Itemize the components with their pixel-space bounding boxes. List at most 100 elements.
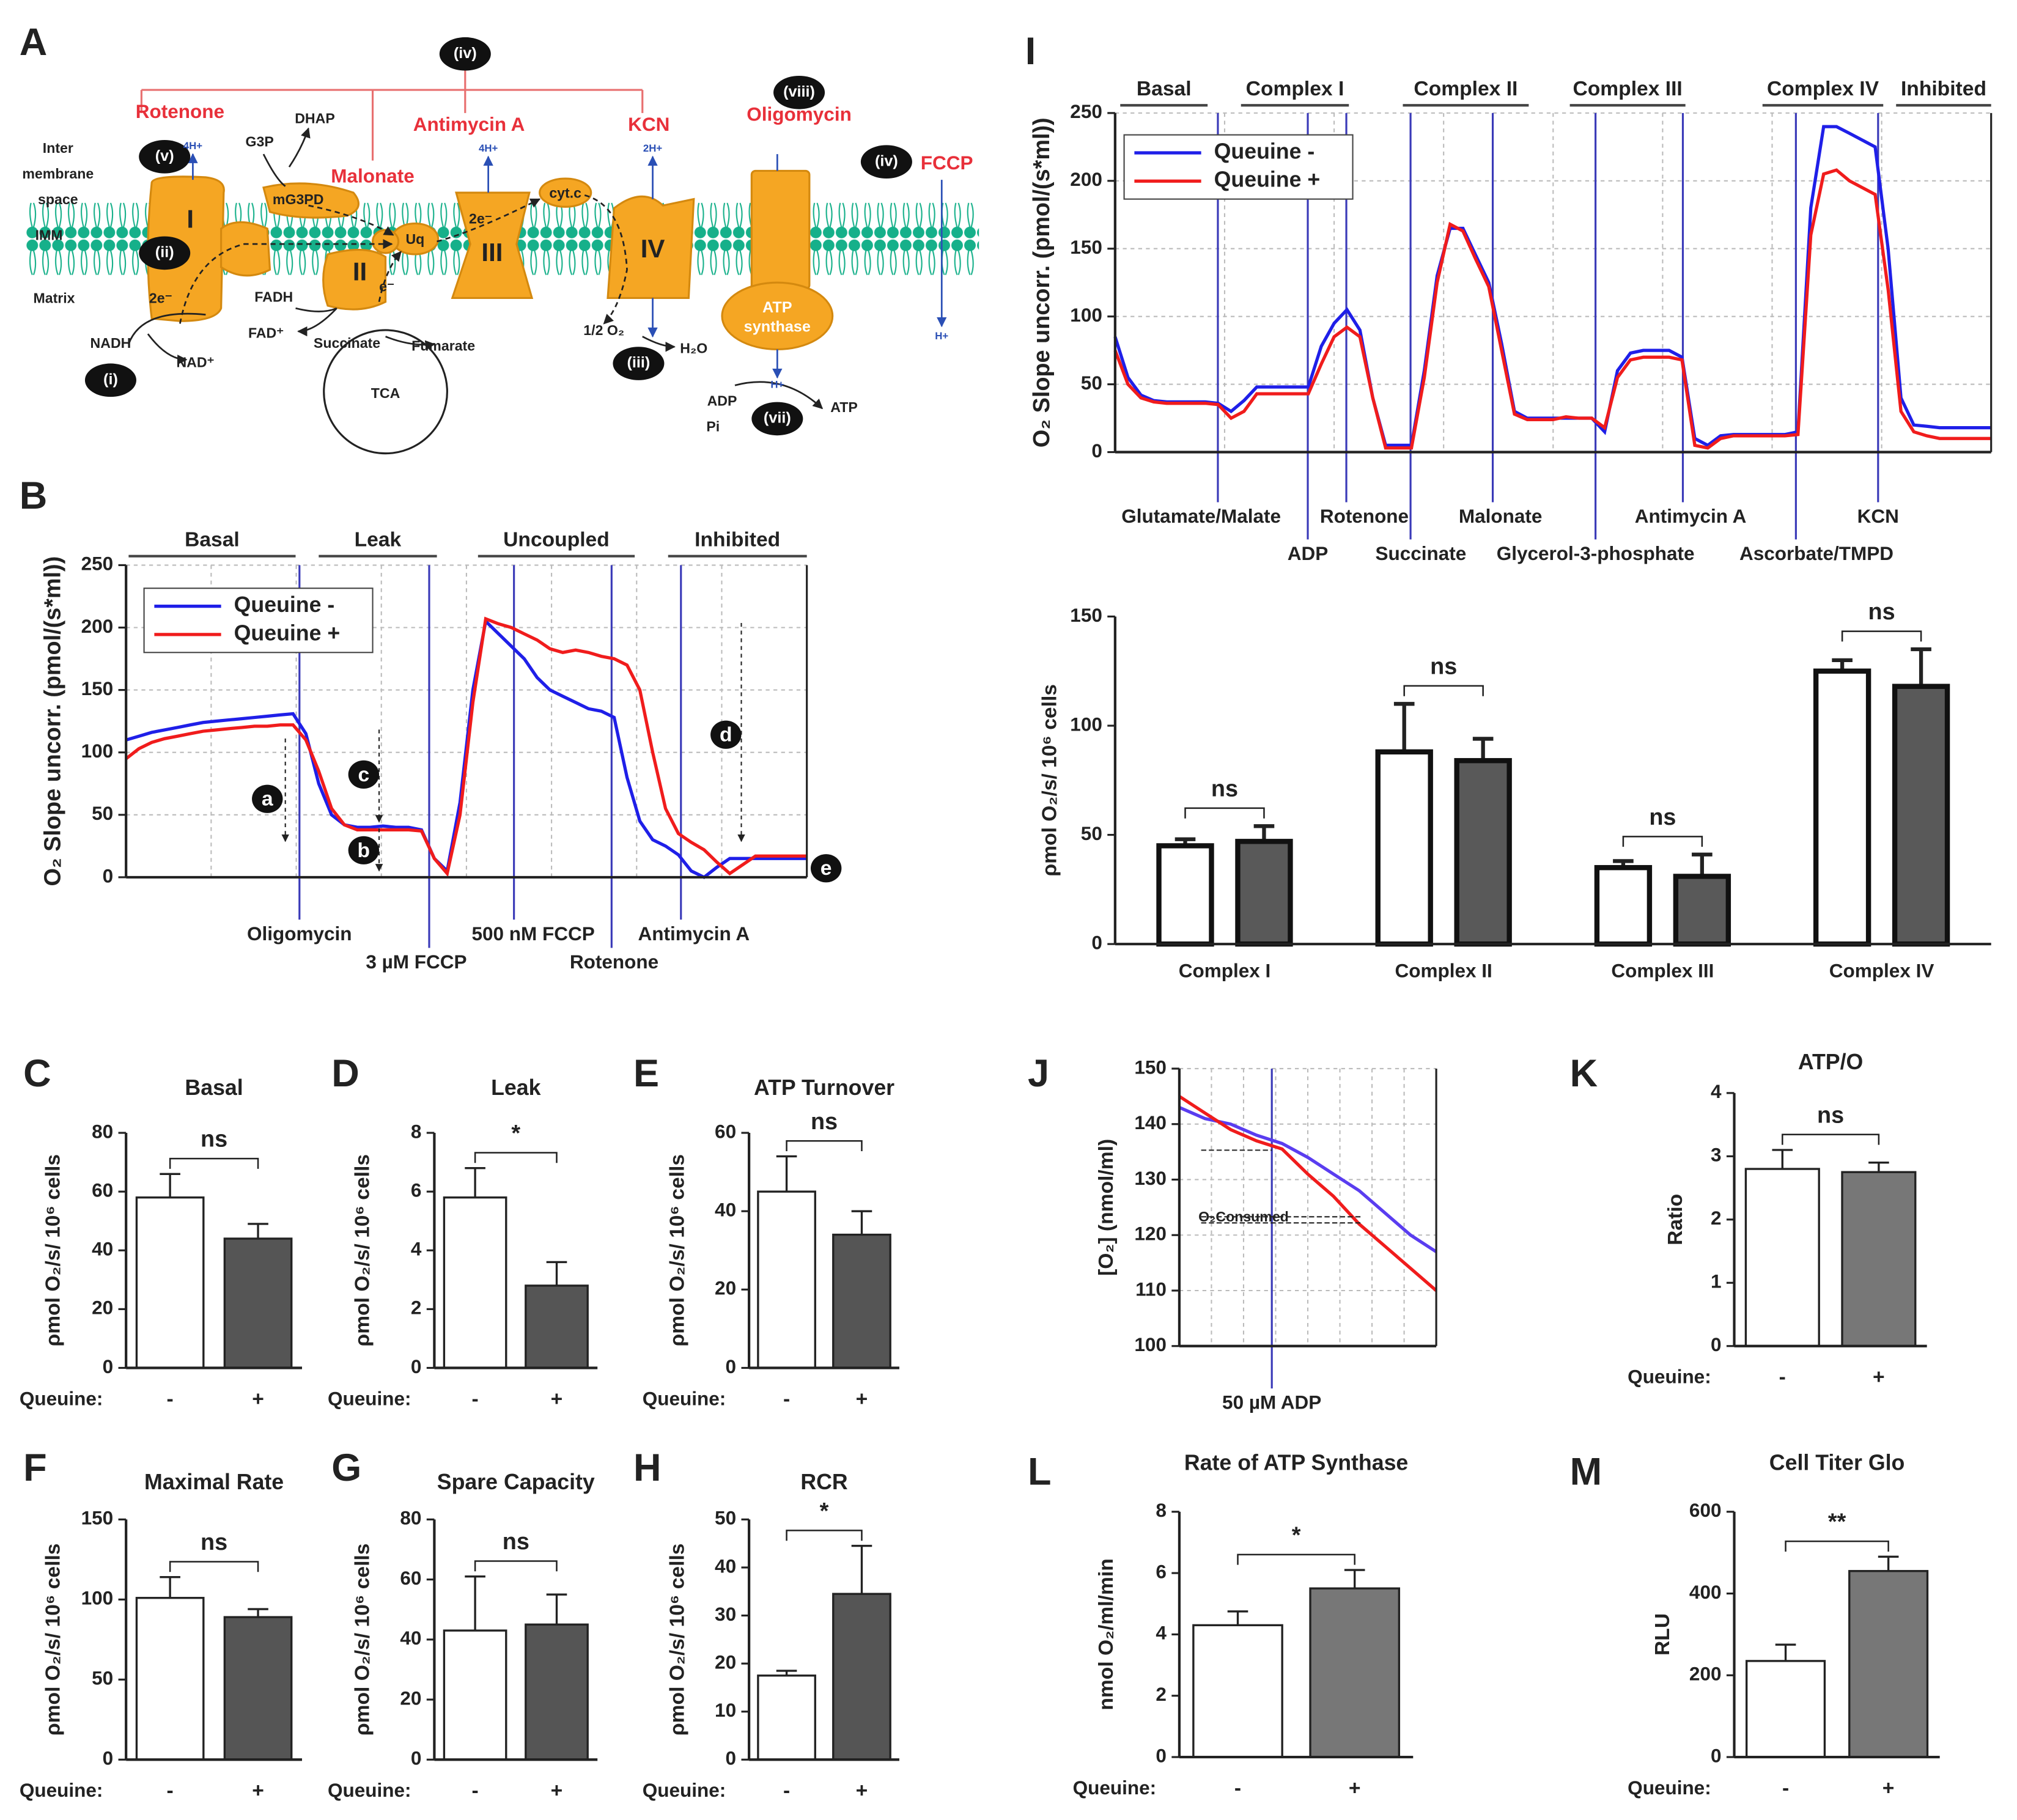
diagram-label: Pi: [706, 419, 720, 435]
event-label: 3 µM FCCP: [366, 951, 466, 973]
y-tick-label: 140: [1134, 1111, 1167, 1133]
phase-label: Inhibited: [1901, 78, 1986, 100]
y-tick-label: 0: [726, 1747, 737, 1769]
diagram-label: Malonate: [331, 164, 415, 186]
y-axis-label: nmol O₂/ml/min: [1095, 1558, 1118, 1710]
event-label: KCN: [1857, 505, 1899, 527]
x-tick-label: +: [856, 1780, 868, 1802]
bar: [832, 1593, 891, 1761]
x-tick-label: Complex III: [1611, 960, 1714, 982]
panel-letter: F: [23, 1446, 47, 1489]
diagram-label: (iii): [627, 354, 651, 371]
phase-label: Uncoupled: [503, 528, 610, 551]
y-axis-label: ρmol O₂/s/ 10⁶ cells: [1039, 684, 1061, 877]
bar: [1235, 839, 1293, 947]
legend-label: Queuine -: [1214, 139, 1315, 163]
y-tick-label: 40: [715, 1555, 736, 1577]
diagram-label: 2e⁻: [149, 290, 172, 306]
y-tick-label: 120: [1134, 1223, 1167, 1245]
significance-bracket: [474, 1152, 558, 1163]
y-tick-label: 8: [411, 1120, 422, 1142]
y-tick-label: 8: [1156, 1499, 1167, 1521]
significance-label: *: [820, 1498, 829, 1524]
x-axis-label: Queuine:: [1628, 1366, 1711, 1388]
x-axis-label: Queuine:: [20, 1387, 103, 1409]
y-tick-label: 80: [400, 1507, 421, 1529]
bar: [757, 1190, 816, 1369]
diagram-label: H+: [935, 330, 948, 342]
significance-label: ns: [1649, 805, 1676, 830]
x-tick-label: Complex I: [1179, 960, 1271, 982]
significance-label: ns: [503, 1529, 529, 1555]
x-tick-label: +: [252, 1780, 264, 1802]
y-tick-label: 600: [1689, 1499, 1722, 1521]
event-label: Glutamate/Malate: [1121, 505, 1281, 527]
event-label: Rotenone: [1320, 505, 1409, 527]
x-axis-label: Queuine:: [1628, 1777, 1711, 1799]
bar: [757, 1674, 816, 1761]
y-tick-label: 100: [1070, 713, 1102, 735]
diagram-label: 4H+: [479, 142, 498, 154]
significance-bracket: [169, 1561, 259, 1572]
event-label: 50 µM ADP: [1222, 1391, 1321, 1413]
bar: [1841, 1171, 1917, 1347]
bar: [443, 1196, 507, 1369]
y-tick-label: 100: [81, 740, 114, 762]
y-axis-label: O₂ Slope uncorr. (pmol/(s*ml)): [1029, 117, 1055, 448]
y-tick-label: 2: [1156, 1683, 1167, 1705]
y-axis-label: O₂ Slope uncorr. (pmol/(s*ml)): [40, 556, 66, 886]
y-axis-label: ρmol O₂/s/ 10⁶ cells: [42, 1154, 64, 1347]
y-axis-label: ρmol O₂/s/ 10⁶ cells: [666, 1154, 688, 1347]
panel-letter: A: [20, 21, 48, 64]
significance-label: ns: [201, 1127, 227, 1152]
significance-label: ns: [811, 1109, 838, 1135]
y-tick-label: 60: [400, 1567, 421, 1589]
y-tick-label: 80: [92, 1120, 113, 1142]
y-tick-label: 200: [1689, 1663, 1722, 1685]
label-badge: [139, 236, 191, 270]
marker-badge: [348, 760, 380, 789]
panel-letter: K: [1570, 1052, 1598, 1095]
significance-label: *: [511, 1121, 520, 1146]
y-tick-label: 0: [103, 1355, 114, 1377]
complex-label: III: [481, 238, 503, 267]
significance-label: ns: [1817, 1102, 1844, 1128]
y-tick-label: 4: [411, 1238, 422, 1260]
y-tick-label: 0: [103, 1747, 114, 1769]
y-tick-label: 20: [92, 1297, 113, 1319]
label-badge: [613, 347, 665, 380]
diagram-label: (vii): [764, 410, 791, 427]
diagram-label: IMM: [35, 227, 63, 243]
bar: [1848, 1570, 1929, 1758]
x-tick-label: -: [471, 1388, 478, 1410]
x-tick-label: +: [856, 1388, 868, 1410]
line-series: [1178, 1095, 1437, 1292]
label-badge: [751, 402, 803, 436]
y-axis-label: ρmol O₂/s/ 10⁶ cells: [352, 1544, 374, 1736]
x-axis-label: Queuine:: [328, 1387, 411, 1409]
y-tick-label: 0: [1091, 440, 1102, 462]
significance-label: ns: [1211, 776, 1238, 801]
bar: [135, 1597, 205, 1761]
y-tick-label: 100: [1134, 1333, 1167, 1355]
x-axis-label: Queuine:: [643, 1779, 726, 1801]
diagram-label: TCA: [371, 385, 400, 401]
diagram-label: H+: [770, 379, 784, 391]
event-label: Malonate: [1459, 505, 1543, 527]
x-axis-label: Queuine:: [20, 1779, 103, 1801]
diagram-label: Fumarate: [411, 337, 475, 353]
y-tick-label: 0: [1091, 932, 1102, 954]
panel-letter: M: [1570, 1450, 1602, 1493]
bar: [1594, 864, 1653, 947]
diagram-label: Succinate: [314, 335, 380, 351]
complex-label: II: [353, 257, 367, 286]
significance-bracket: [169, 1157, 259, 1169]
diagram-label: (iv): [454, 45, 477, 62]
bar: [1892, 683, 1950, 947]
chart-title: ATP Turnover: [754, 1075, 894, 1100]
diagram-label: FCCP: [921, 152, 973, 174]
x-tick-label: +: [1873, 1366, 1885, 1388]
diagram-label: (viii): [783, 83, 815, 100]
x-axis-label: Queuine:: [1073, 1777, 1157, 1799]
